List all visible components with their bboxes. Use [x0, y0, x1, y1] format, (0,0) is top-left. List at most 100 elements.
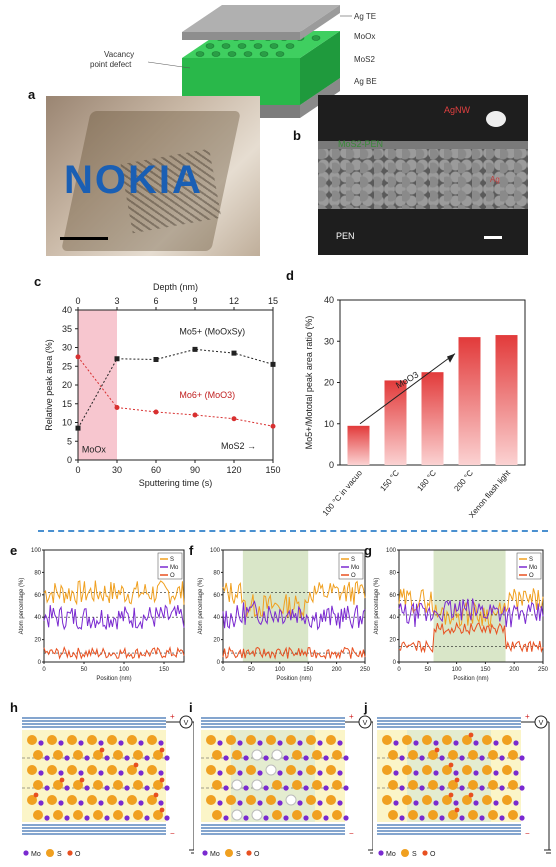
mo-atom: [323, 755, 329, 761]
y-tick-label: 0: [329, 460, 334, 470]
x-axis-label: Position (nm): [96, 676, 131, 682]
mo-atom: [217, 740, 223, 746]
y-tick-label: 60: [389, 593, 396, 599]
mo-atom: [479, 785, 485, 791]
voltmeter-label: V: [363, 720, 368, 727]
mo-atom: [138, 800, 144, 806]
legend-label: O: [529, 573, 534, 579]
s-atom: [292, 780, 302, 790]
nokia-logo-text: NOKIA: [64, 158, 203, 202]
mo-atom: [138, 770, 144, 776]
x-tick-label: 250: [538, 667, 549, 673]
s-atom: [462, 795, 472, 805]
s-atom: [462, 765, 472, 775]
mo-atom: [158, 800, 164, 806]
s-atom: [246, 795, 256, 805]
arrow-label: MoO3: [394, 370, 420, 391]
mo-atom: [277, 740, 283, 746]
x-tick-label: 200 °C: [452, 468, 475, 493]
layer-label-mos2: MoS2: [354, 55, 375, 64]
mo-atom: [297, 770, 303, 776]
mo-atom: [439, 785, 445, 791]
s-atom: [448, 750, 458, 760]
y-axis-label: Atom percentage (%): [198, 578, 204, 635]
legend-o-label: O: [430, 851, 436, 858]
s-atom: [468, 810, 478, 820]
legend-label: Mo: [351, 565, 360, 571]
mo-atom: [297, 800, 303, 806]
legend-s-dot: [46, 849, 54, 857]
s-atom: [428, 780, 438, 790]
x-tick-label: 50: [248, 667, 255, 673]
legend-label: S: [170, 557, 174, 563]
vacancy: [271, 749, 283, 761]
s-atom: [226, 735, 236, 745]
point-mo5: [192, 346, 198, 352]
mo-atom: [78, 770, 84, 776]
x-tick-label: 100 °C in vacuo: [321, 468, 365, 518]
mo-atom: [303, 755, 309, 761]
y-tick-label: 40: [213, 615, 220, 621]
x-tick-label: 50: [81, 667, 88, 673]
vacancy: [251, 779, 263, 791]
mo-atom: [459, 785, 465, 791]
s-atom: [312, 750, 322, 760]
annotation-mos2: MoS2 →: [221, 441, 256, 451]
s-atom: [93, 750, 103, 760]
y-tick-label: 40: [324, 295, 334, 305]
y-tick-label: 100: [386, 548, 397, 554]
mo-atom: [439, 815, 445, 821]
s-atom: [53, 750, 63, 760]
bar: [384, 380, 407, 465]
vacancy: [285, 794, 297, 806]
mo-atom: [519, 755, 525, 761]
mo-atom: [104, 755, 110, 761]
x-tick-label: 0: [42, 667, 46, 673]
mo-atom: [337, 800, 343, 806]
mo-atom: [499, 755, 505, 761]
series-line-1: [77, 356, 274, 427]
y-tick-label: 0: [67, 455, 72, 465]
sem-label-ag: Ag: [490, 175, 500, 184]
annotation-moox: MoOx: [82, 445, 107, 455]
s-atom: [47, 735, 57, 745]
s-atom: [67, 735, 77, 745]
s-atom: [212, 810, 222, 820]
mo-atom: [164, 755, 170, 761]
mo-atom: [283, 755, 289, 761]
x-tick-label: 180 °C: [415, 468, 438, 493]
panel-label-i: i: [189, 700, 193, 715]
panel-label-b: b: [293, 128, 301, 143]
plus-sign: +: [525, 712, 530, 721]
s-atom: [442, 795, 452, 805]
mo-atom: [519, 815, 525, 821]
s-atom: [502, 735, 512, 745]
s-atom: [113, 780, 123, 790]
trend-arrowhead: [447, 353, 455, 363]
mo-atom: [84, 785, 90, 791]
minus-sign: −: [349, 829, 354, 838]
s-atom: [382, 735, 392, 745]
s-atom: [332, 750, 342, 760]
s-atom: [53, 810, 63, 820]
s-atom: [206, 765, 216, 775]
mo-atom: [58, 800, 64, 806]
mo-atom: [38, 800, 44, 806]
s-atom: [206, 735, 216, 745]
x-axis-label: Position (nm): [276, 676, 311, 682]
s-atom: [286, 765, 296, 775]
x-tick-label: 150: [265, 465, 280, 475]
s-atom: [326, 735, 336, 745]
mo-atom: [393, 800, 399, 806]
x2-axis-label: Depth (nm): [153, 282, 198, 292]
scale-bar: [60, 237, 108, 240]
x-tick-label: 200: [509, 667, 520, 673]
series-line-O: [222, 645, 366, 660]
vacancy: [231, 779, 243, 791]
mo-atom: [277, 770, 283, 776]
mo-atom: [277, 800, 283, 806]
s-atom: [448, 780, 458, 790]
o-atom: [454, 777, 460, 783]
x-tick-label: 90: [190, 465, 200, 475]
mo-atom: [263, 785, 269, 791]
